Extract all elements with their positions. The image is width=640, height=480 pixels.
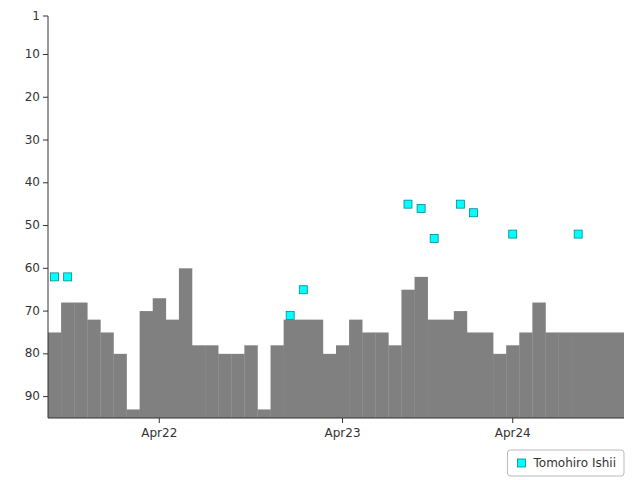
area-step (441, 320, 454, 418)
scatter-point (417, 204, 425, 212)
y-tick-label: 50 (25, 218, 40, 232)
y-tick (43, 54, 48, 55)
area-step (336, 345, 349, 418)
y-tick (43, 396, 48, 397)
plot-marks (48, 200, 624, 418)
area-step (349, 320, 362, 418)
legend-box (508, 450, 625, 476)
area-step (585, 332, 598, 418)
area-step (559, 332, 572, 418)
scatter-point (286, 311, 294, 319)
y-tick (43, 182, 48, 183)
area-step (572, 332, 585, 418)
area-step (166, 320, 179, 418)
x-tick (512, 418, 513, 423)
legend-label: Tomohiro Ishii (533, 456, 617, 470)
x-tick-label: Apr24 (495, 426, 531, 440)
legend-marker (518, 459, 526, 467)
area-step (48, 332, 61, 418)
area-step (153, 298, 166, 418)
area-step (532, 303, 545, 418)
area-step (323, 354, 336, 418)
area-step (362, 332, 375, 418)
area-step (192, 345, 205, 418)
y-tick-label: 1 (32, 9, 40, 23)
area-step (545, 332, 558, 418)
scatter-point (456, 200, 464, 208)
area-step (205, 345, 218, 418)
area-step (598, 332, 611, 418)
y-tick-label: 80 (25, 346, 40, 360)
area-step (218, 354, 231, 418)
y-tick-label: 40 (25, 175, 40, 189)
x-tick (342, 418, 343, 423)
y-tick-label: 30 (25, 133, 40, 147)
y-tick (43, 97, 48, 98)
area-step (297, 320, 310, 418)
y-tick-label: 10 (25, 47, 40, 61)
area-step (179, 268, 192, 418)
area-step (480, 332, 493, 418)
area-step (467, 332, 480, 418)
area-step (271, 345, 284, 418)
area-step (375, 332, 388, 418)
x-axis-line (48, 418, 624, 419)
y-tick (43, 311, 48, 312)
area-step (231, 354, 244, 418)
area-step (310, 320, 323, 418)
area-step (519, 332, 532, 418)
y-tick (43, 225, 48, 226)
y-tick-label: 70 (25, 304, 40, 318)
area-step (284, 320, 297, 418)
y-tick-label: 20 (25, 90, 40, 104)
x-tick-label: Apr22 (141, 426, 177, 440)
area-step (388, 345, 401, 418)
area-step (87, 320, 100, 418)
x-tick-label: Apr23 (325, 426, 361, 440)
legend: Tomohiro Ishii (518, 456, 617, 470)
area-step (493, 354, 506, 418)
y-tick-label: 60 (25, 261, 40, 275)
y-tick (43, 353, 48, 354)
y-axis-line (48, 16, 49, 418)
y-tick (43, 16, 48, 17)
area-step (127, 409, 140, 418)
area-step (244, 345, 257, 418)
area-step (454, 311, 467, 418)
y-tick (43, 140, 48, 141)
area-step (506, 345, 519, 418)
scatter-point (64, 273, 72, 281)
area-step (74, 303, 87, 418)
area-step (257, 409, 270, 418)
x-tick (159, 418, 160, 423)
scatter-point (469, 209, 477, 217)
scatter-point (299, 286, 307, 294)
scatter-point (509, 230, 517, 238)
area-step (61, 303, 74, 418)
scatter-point (574, 230, 582, 238)
scatter-series (51, 200, 583, 319)
area-step (100, 332, 113, 418)
scatter-point (404, 200, 412, 208)
area-step (428, 320, 441, 418)
area-step (401, 290, 414, 418)
scatter-point (51, 273, 59, 281)
area-step (140, 311, 153, 418)
area-step (113, 354, 126, 418)
scatter-point (430, 234, 438, 242)
area-series (48, 268, 624, 418)
area-step (415, 277, 428, 418)
chart: 1 10 20 30 40 50 60 70 80 90 Apr22 Apr23 Apr24 Tomohi… (0, 0, 640, 480)
y-tick (43, 268, 48, 269)
area-step (611, 332, 624, 418)
y-tick-label: 90 (25, 389, 40, 403)
